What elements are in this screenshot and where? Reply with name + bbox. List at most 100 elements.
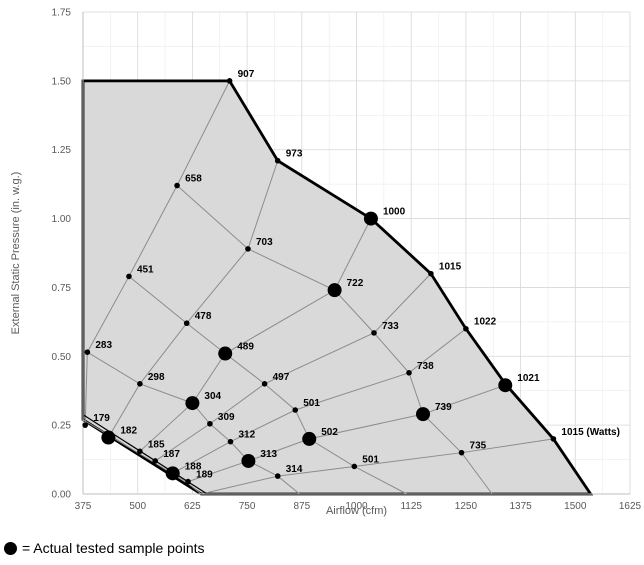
tested-point	[101, 430, 116, 445]
y-tick-label: 1.75	[52, 8, 72, 19]
point-label: 1015	[439, 262, 462, 273]
data-point	[406, 370, 412, 376]
data-point	[458, 449, 465, 456]
y-tick-label: 0.25	[52, 421, 72, 432]
x-tick-label: 375	[75, 501, 92, 512]
point-label: 658	[185, 174, 202, 185]
data-point	[292, 407, 299, 413]
curve-line	[176, 185, 493, 495]
point-label: 502	[321, 427, 338, 438]
point-label: 304	[204, 391, 221, 402]
x-tick-label: 500	[129, 501, 146, 512]
region-boundary	[81, 79, 594, 496]
tested-point	[327, 283, 342, 298]
point-label: 312	[238, 430, 255, 441]
point-label: 187	[163, 449, 180, 460]
y-tick-label: 0.50	[52, 352, 72, 363]
point-label: 501	[303, 398, 320, 409]
data-point	[227, 438, 234, 445]
legend: = Actual tested sample points	[4, 540, 205, 556]
point-labels: 907 973 1000 1015 1022 1021 1015 (Watts) 658 703…	[93, 69, 620, 481]
y-axis-title: External Static Pressure (in. w.g.)	[10, 172, 22, 335]
point-label: 1015 (Watts)	[561, 427, 620, 438]
data-point	[185, 478, 191, 485]
point-label: 1021	[517, 373, 540, 384]
point-label: 314	[286, 464, 303, 475]
marks	[82, 78, 557, 485]
point-label: 735	[470, 441, 487, 452]
data-point	[261, 381, 268, 387]
x-tick-label: 1000	[345, 501, 368, 512]
axes: 375 500 625 750 875 1000 1125 1250 1375 1500 1625 0…	[52, 8, 642, 513]
tested-point	[498, 378, 513, 393]
tested-point	[241, 453, 256, 468]
point-label: 739	[435, 402, 452, 413]
curve-line	[87, 351, 300, 495]
legend-dot-icon	[4, 541, 17, 555]
data-point	[126, 273, 132, 280]
data-point	[463, 325, 469, 332]
data-point	[152, 458, 159, 464]
point-label: 501	[362, 454, 379, 465]
x-tick-label: 1375	[509, 501, 532, 512]
y-tick-label: 0.00	[52, 490, 72, 501]
point-label: 497	[273, 372, 290, 383]
x-tick-label: 875	[293, 501, 310, 512]
data-point	[174, 182, 180, 189]
y-tick-label: 1.00	[52, 214, 72, 225]
data-point	[226, 78, 233, 84]
chart: 375 500 625 750 875 1000 1125 1250 1375 1500 1625 0…	[10, 8, 642, 518]
tested-point	[302, 431, 317, 446]
tested-point	[165, 466, 180, 481]
tested-point	[185, 396, 200, 411]
data-point	[371, 330, 377, 336]
point-label: 489	[237, 342, 254, 353]
point-label: 733	[382, 321, 399, 332]
x-tick-label: 1500	[564, 501, 587, 512]
point-label: 189	[196, 470, 213, 481]
curve-line	[128, 276, 408, 495]
x-tick-label: 625	[184, 501, 201, 512]
point-label: 907	[238, 69, 255, 80]
data-point	[245, 246, 251, 252]
point-label: 703	[256, 237, 273, 248]
point-label: 309	[218, 412, 235, 423]
data-point	[207, 420, 213, 427]
data-point	[82, 422, 88, 428]
data-point	[84, 349, 91, 355]
point-label: 478	[195, 311, 212, 322]
point-label: 179	[93, 413, 110, 424]
tested-point	[363, 211, 378, 226]
y-tick-label: 1.25	[52, 145, 72, 156]
point-label: 738	[417, 361, 434, 372]
data-point	[428, 270, 434, 277]
point-label: 185	[148, 439, 165, 450]
legend-text: = Actual tested sample points	[22, 540, 205, 556]
y-tick-label: 0.75	[52, 283, 72, 294]
data-point	[137, 381, 143, 387]
tested-point	[218, 346, 233, 361]
data-point	[274, 473, 281, 479]
point-label: 298	[148, 372, 165, 383]
data-point	[137, 448, 143, 455]
x-tick-label: 1250	[455, 501, 478, 512]
point-label: 188	[185, 461, 202, 472]
x-tick-label: 1125	[400, 501, 422, 512]
data-point	[183, 320, 190, 327]
x-tick-label: 750	[239, 501, 256, 512]
point-label: 722	[347, 278, 364, 289]
point-label: 283	[95, 340, 112, 351]
x-axis-title: Airflow (cfm)	[326, 505, 387, 517]
data-point	[351, 463, 358, 470]
y-tick-label: 1.50	[52, 76, 72, 87]
x-tick-label: 1625	[619, 501, 642, 512]
point-label: 1022	[474, 317, 497, 328]
data-point	[274, 157, 281, 164]
point-label: 313	[260, 449, 277, 460]
point-label: 1000	[383, 207, 406, 218]
tested-point	[416, 407, 431, 422]
point-label: 973	[286, 149, 303, 160]
point-label: 182	[120, 426, 137, 437]
data-point	[550, 436, 557, 442]
point-label: 451	[137, 264, 154, 275]
